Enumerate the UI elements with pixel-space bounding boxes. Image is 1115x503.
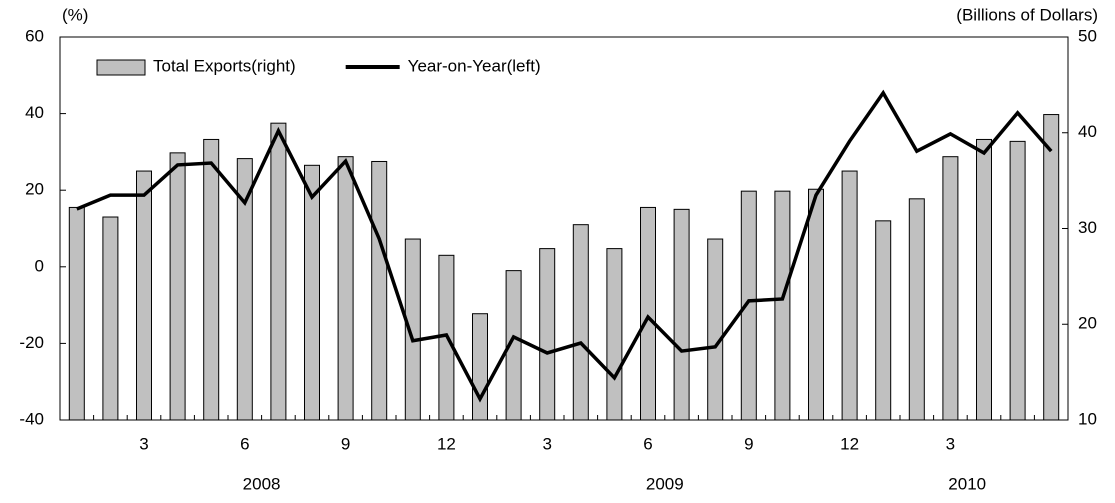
- bar: [606, 248, 623, 421]
- x-tick-label: 3: [946, 434, 955, 453]
- y2-tick-label: 20: [1078, 314, 1097, 333]
- y-axis-label: (%): [62, 5, 88, 24]
- y2-tick-label: 50: [1078, 26, 1097, 45]
- legend-label: Year-on-Year(left): [408, 56, 541, 75]
- x-tick-label: 9: [744, 434, 753, 453]
- bar: [942, 156, 959, 421]
- y-tick-label: -20: [19, 333, 44, 352]
- bar: [203, 138, 220, 421]
- x-tick-label: 6: [240, 434, 249, 453]
- y2-tick-label: 30: [1078, 218, 1097, 237]
- x-tick-label: 6: [643, 434, 652, 453]
- y-tick-label: 40: [25, 103, 44, 122]
- bar: [304, 164, 320, 421]
- y-tick-label: 20: [25, 180, 44, 199]
- bar: [1009, 140, 1026, 421]
- y2-tick-label: 10: [1078, 409, 1097, 428]
- bar: [169, 152, 186, 421]
- y-tick-label: 0: [35, 256, 44, 275]
- bar: [68, 206, 85, 421]
- bar: [136, 170, 152, 421]
- line: [76, 89, 1053, 403]
- x-tick-label: 12: [437, 434, 456, 453]
- x-tick-label: 3: [139, 434, 148, 453]
- legend-label: Total Exports(right): [153, 56, 296, 75]
- x-group-label: 2010: [948, 474, 986, 493]
- bar: [908, 198, 925, 421]
- x-group-label: 2009: [646, 474, 684, 493]
- bar: [841, 170, 858, 421]
- bar: [808, 188, 824, 421]
- y-tick-label: 60: [25, 26, 44, 45]
- bar: [1043, 114, 1060, 421]
- bar: [875, 220, 892, 421]
- bar: [539, 248, 556, 421]
- y2-tick-label: 40: [1078, 122, 1097, 141]
- bar: [102, 216, 119, 421]
- y2-axis-label: (Billions of Dollars): [956, 5, 1098, 24]
- bar: [371, 160, 388, 421]
- bar: [472, 313, 488, 421]
- bar: [572, 224, 589, 421]
- bar: [673, 208, 690, 421]
- legend-swatch: [96, 59, 146, 76]
- x-tick-label: 9: [341, 434, 350, 453]
- x-tick-label: 12: [840, 434, 859, 453]
- y-tick-label: -40: [19, 409, 44, 428]
- bar: [270, 122, 287, 421]
- x-tick-label: 3: [542, 434, 551, 453]
- bar: [707, 238, 724, 421]
- plot-frame: [59, 36, 1069, 421]
- x-group-label: 2008: [243, 474, 281, 493]
- bar: [640, 206, 656, 421]
- bar: [774, 190, 791, 421]
- bar: [337, 156, 354, 421]
- bar: [976, 138, 992, 421]
